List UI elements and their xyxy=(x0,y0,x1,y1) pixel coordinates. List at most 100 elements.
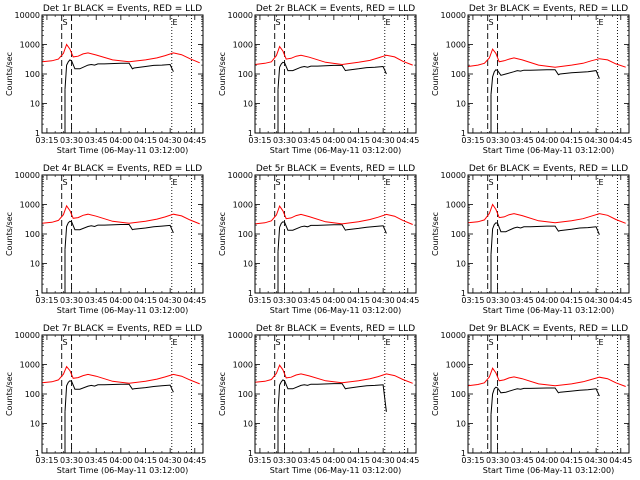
x-tick-label: 04:45 xyxy=(183,456,206,465)
x-tick-label: 03:15 xyxy=(248,456,271,465)
x-tick-label: 03:15 xyxy=(461,296,484,305)
x-tick-label: 03:45 xyxy=(85,456,108,465)
y-tick-label: 100 xyxy=(25,70,40,79)
x-tick-label: 04:15 xyxy=(560,136,583,145)
time-marker-label: E xyxy=(173,18,178,27)
x-tick-label: 04:15 xyxy=(134,456,157,465)
x-tick-label: 04:00 xyxy=(535,136,558,145)
time-marker-label: E xyxy=(599,178,604,187)
y-axis-label: Counts/sec xyxy=(5,212,14,256)
chart-title: Det 5r BLACK = Events, RED = LLD xyxy=(256,164,415,174)
y-tick-label: 1 xyxy=(248,449,253,458)
y-axis-label: Counts/sec xyxy=(218,52,227,96)
x-tick-label: 03:45 xyxy=(298,296,321,305)
x-axis-label: Start Time (06-May-11 03:12:00) xyxy=(57,306,188,315)
y-tick-label: 10000 xyxy=(228,11,253,20)
y-tick-label: 100 xyxy=(25,230,40,239)
x-tick-label: 03:15 xyxy=(35,296,58,305)
chart-title: Det 8r BLACK = Events, RED = LLD xyxy=(256,324,415,334)
x-tick-label: 04:30 xyxy=(372,136,395,145)
x-axis-label: Start Time (06-May-11 03:12:00) xyxy=(483,146,614,155)
x-tick-label: 04:15 xyxy=(134,136,157,145)
y-tick-label: 10 xyxy=(243,260,253,269)
x-tick-label: 03:30 xyxy=(60,296,83,305)
x-tick-label: 03:15 xyxy=(35,136,58,145)
time-marker-label: E xyxy=(386,178,391,187)
y-tick-label: 1000 xyxy=(446,41,466,50)
x-tick-label: 04:15 xyxy=(347,136,370,145)
y-tick-label: 10 xyxy=(30,420,40,429)
time-marker-label: S xyxy=(488,338,493,347)
y-tick-label: 100 xyxy=(451,230,466,239)
chart-title: Det 6r BLACK = Events, RED = LLD xyxy=(469,164,628,174)
series-line xyxy=(41,204,200,225)
x-tick-label: 04:45 xyxy=(609,136,632,145)
plot-frame xyxy=(254,14,417,134)
detector-chart: Det 2r BLACK = Events, RED = LLD 1 10 100 10… xyxy=(218,4,419,155)
time-marker-label: S xyxy=(62,338,67,347)
x-tick-label: 04:45 xyxy=(396,136,419,145)
x-tick-label: 03:45 xyxy=(511,296,534,305)
y-tick-label: 10000 xyxy=(441,171,466,180)
time-marker-label: E xyxy=(173,178,178,187)
chart-title: Det 4r BLACK = Events, RED = LLD xyxy=(43,164,202,174)
x-axis-label: Start Time (06-May-11 03:12:00) xyxy=(57,466,188,475)
series-line xyxy=(490,69,600,95)
y-tick-label: 10 xyxy=(243,420,253,429)
x-tick-label: 04:30 xyxy=(159,456,182,465)
y-tick-label: 10000 xyxy=(15,11,40,20)
x-tick-label: 04:00 xyxy=(535,296,558,305)
x-axis-label: Start Time (06-May-11 03:12:00) xyxy=(483,466,614,475)
x-tick-label: 03:30 xyxy=(60,136,83,145)
x-axis-label: Start Time (06-May-11 03:12:00) xyxy=(270,306,401,315)
series-line xyxy=(64,220,174,250)
y-axis-label: Counts/sec xyxy=(431,372,440,416)
x-tick-label: 03:15 xyxy=(248,136,271,145)
series-line xyxy=(467,48,626,68)
x-tick-label: 04:45 xyxy=(396,296,419,305)
y-tick-label: 10000 xyxy=(228,331,253,340)
chart-title: Det 2r BLACK = Events, RED = LLD xyxy=(256,4,415,14)
x-tick-label: 03:15 xyxy=(461,456,484,465)
y-tick-label: 1000 xyxy=(20,41,40,50)
chart-title: Det 3r BLACK = Events, RED = LLD xyxy=(469,4,628,14)
x-tick-label: 04:45 xyxy=(183,136,206,145)
chart-title: Det 9r BLACK = Events, RED = LLD xyxy=(469,324,628,334)
time-marker-label: S xyxy=(488,178,493,187)
y-tick-label: 1 xyxy=(35,129,40,138)
series-line xyxy=(254,45,413,66)
y-tick-label: 10 xyxy=(456,100,466,109)
y-tick-label: 100 xyxy=(238,230,253,239)
x-tick-label: 03:30 xyxy=(273,296,296,305)
x-tick-label: 04:15 xyxy=(347,296,370,305)
x-tick-label: 04:00 xyxy=(109,136,132,145)
series-line xyxy=(490,222,600,255)
chart-title: Det 7r BLACK = Events, RED = LLD xyxy=(43,324,202,334)
detector-chart: Det 4r BLACK = Events, RED = LLD 1 10 100 10… xyxy=(5,164,206,315)
x-tick-label: 03:15 xyxy=(248,296,271,305)
x-tick-label: 04:15 xyxy=(347,456,370,465)
y-tick-label: 1 xyxy=(248,129,253,138)
time-marker-label: S xyxy=(62,178,67,187)
y-tick-label: 1000 xyxy=(20,361,40,370)
detector-chart: Det 7r BLACK = Events, RED = LLD 1 10 100 10… xyxy=(5,324,206,475)
x-tick-label: 04:30 xyxy=(372,456,395,465)
time-marker-label: S xyxy=(62,18,67,27)
x-tick-label: 04:30 xyxy=(372,296,395,305)
detector-chart: Det 6r BLACK = Events, RED = LLD 1 10 100 10… xyxy=(431,164,632,315)
y-tick-label: 10 xyxy=(30,260,40,269)
series-line xyxy=(490,386,600,415)
x-tick-label: 04:30 xyxy=(159,136,182,145)
time-marker-label: S xyxy=(275,338,280,347)
y-tick-label: 10000 xyxy=(228,171,253,180)
series-line xyxy=(277,379,387,412)
time-marker-label: S xyxy=(488,18,493,27)
plot-frame xyxy=(254,334,417,454)
x-tick-label: 03:30 xyxy=(60,456,83,465)
y-tick-label: 100 xyxy=(238,390,253,399)
y-axis-label: Counts/sec xyxy=(5,372,14,416)
plot-frame xyxy=(467,174,630,294)
x-tick-label: 04:00 xyxy=(322,456,345,465)
time-marker-label: E xyxy=(599,338,604,347)
